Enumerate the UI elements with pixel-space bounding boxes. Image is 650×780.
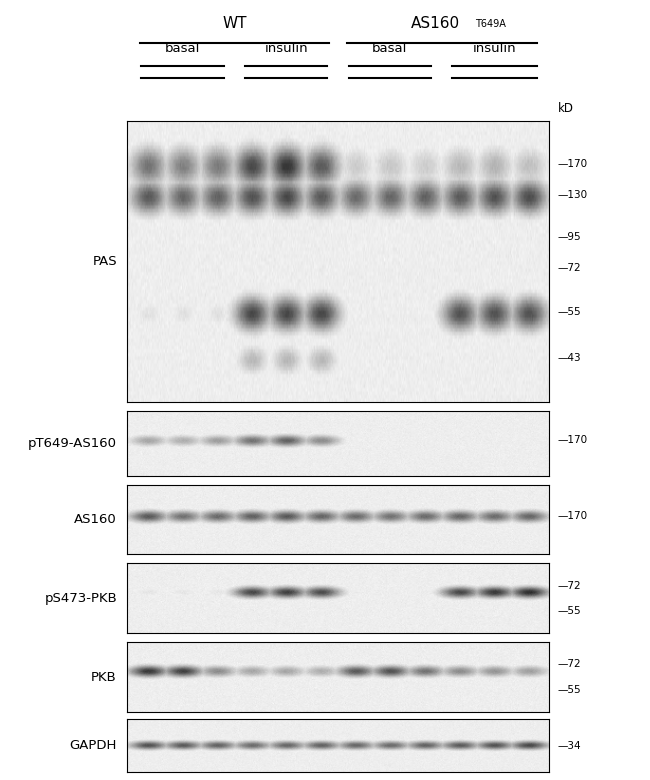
Text: —55: —55 [558,307,581,317]
Text: AS160: AS160 [411,16,460,31]
Text: basal: basal [164,41,200,55]
Text: AS160: AS160 [74,513,117,526]
Text: GAPDH: GAPDH [70,739,117,752]
Text: pS473-PKB: pS473-PKB [44,592,117,604]
Text: insulin: insulin [265,41,308,55]
Text: —55: —55 [558,606,581,616]
Text: —170: —170 [558,159,588,169]
Text: PAS: PAS [92,255,117,268]
Text: —34: —34 [558,741,581,750]
Text: —72: —72 [558,659,581,669]
Text: —170: —170 [558,511,588,521]
Text: —130: —130 [558,190,588,200]
Text: WT: WT [222,16,246,31]
Text: PKB: PKB [91,671,117,683]
Text: insulin: insulin [473,41,517,55]
Text: —72: —72 [558,264,581,273]
Text: T649A: T649A [475,19,506,29]
Text: kD: kD [558,101,574,115]
Text: —43: —43 [558,353,581,363]
Text: pT649-AS160: pT649-AS160 [28,437,117,450]
Text: basal: basal [372,41,408,55]
Text: —72: —72 [558,580,581,590]
Text: —95: —95 [558,232,581,243]
Text: —55: —55 [558,685,581,695]
Text: —170: —170 [558,435,588,445]
